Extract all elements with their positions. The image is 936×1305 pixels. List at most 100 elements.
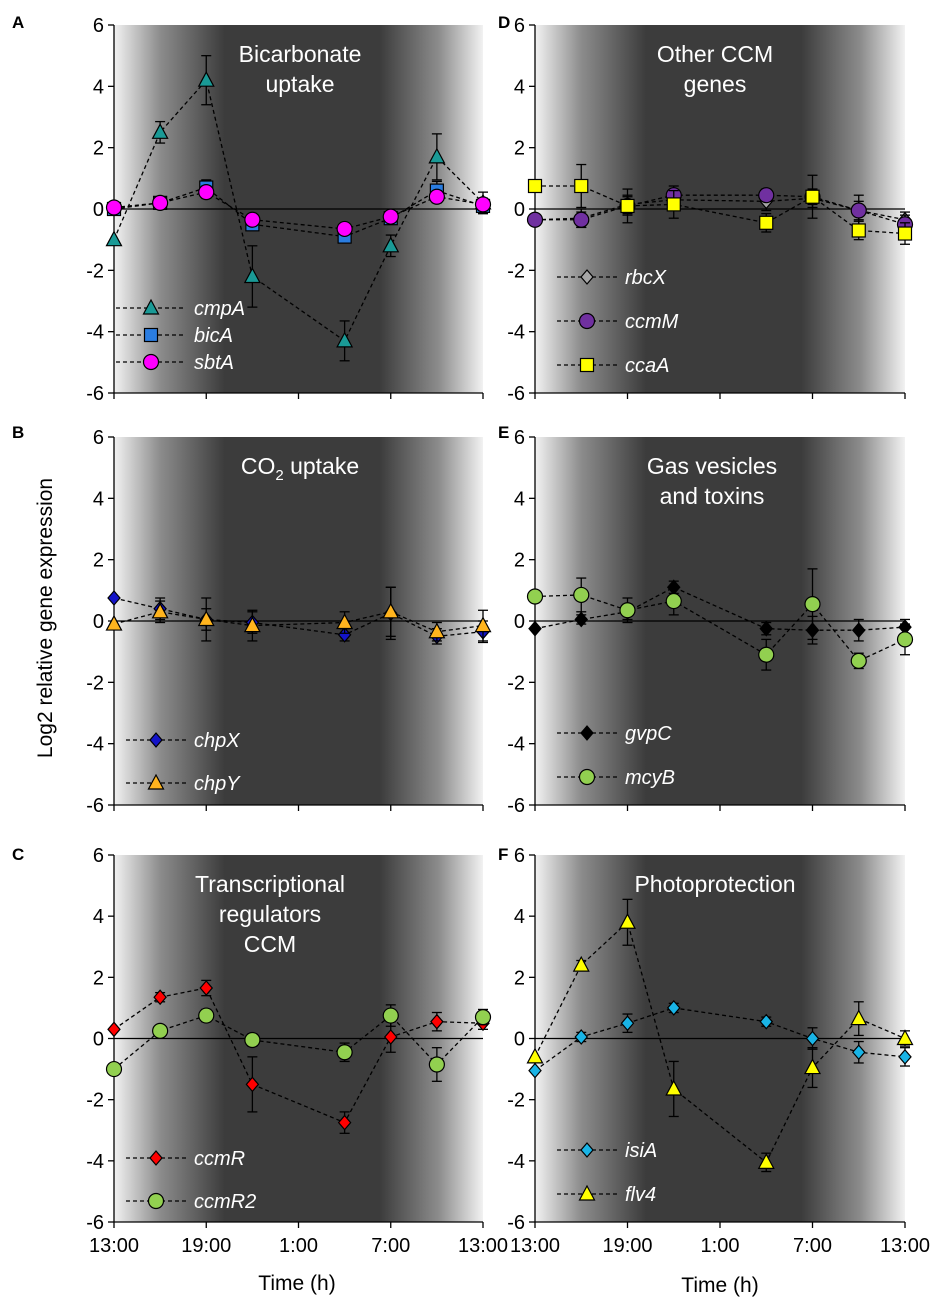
data-point-marker [851, 1044, 866, 1061]
y-tick-label: -6 [507, 795, 525, 817]
y-tick-label: -4 [507, 734, 525, 756]
data-point-marker [759, 1013, 774, 1030]
y-tick-label: 2 [514, 550, 525, 572]
panel-letter: C [12, 845, 24, 864]
y-tick-label: -2 [86, 260, 104, 282]
data-point-marker [337, 626, 352, 643]
legend-marker [149, 732, 163, 748]
x-tick-label: 19:00 [181, 1235, 231, 1257]
legend-entry-ccaa: ccaA [557, 355, 669, 377]
data-point-marker [618, 913, 637, 929]
data-point-marker [896, 1029, 914, 1046]
y-tick-label: 6 [93, 15, 104, 37]
data-point-marker [898, 1048, 912, 1065]
x-tick-label: 1:00 [701, 1235, 740, 1257]
legend-entry-flv4: flv4 [557, 1184, 656, 1206]
panel-title: Gas vesicles [647, 453, 777, 479]
data-point-marker [805, 1030, 820, 1047]
legend-label: bicA [194, 325, 233, 347]
y-tick-label: -6 [507, 1212, 525, 1234]
x-tick-label: 13:00 [510, 1235, 560, 1257]
data-point-marker [383, 1029, 398, 1045]
y-tick-label: -2 [507, 1090, 525, 1112]
legend-entry-sbta: sbtA [116, 352, 234, 374]
y-tick-label: -2 [86, 672, 104, 694]
data-point-marker [803, 1058, 822, 1075]
legend-label: chpY [194, 773, 241, 795]
data-point-marker [619, 602, 636, 619]
legend-marker [149, 1150, 163, 1166]
data-point-marker [850, 1009, 868, 1026]
data-point-marker [428, 1056, 445, 1073]
data-point-marker [666, 999, 681, 1016]
y-tick-label: 0 [514, 1029, 525, 1051]
legend-label: cmpA [194, 298, 245, 320]
legend-label: ccaA [625, 355, 669, 377]
y-tick-label: 2 [514, 138, 525, 160]
data-point-marker [474, 196, 492, 213]
legend-marker [147, 1192, 165, 1210]
data-point-marker [428, 622, 446, 639]
y-tick-label: 2 [93, 550, 104, 572]
data-point-marker [805, 189, 820, 204]
y-tick-label: 4 [93, 76, 104, 98]
series-line [534, 586, 906, 631]
data-point-marker [474, 616, 492, 633]
data-point-marker [107, 1021, 121, 1038]
y-tick-label: 6 [514, 845, 525, 867]
x-axis-label-left: Time (h) [258, 1272, 335, 1295]
x-tick-label: 13:00 [458, 1235, 508, 1257]
panel-letter: A [12, 13, 24, 32]
y-tick-label: -2 [507, 260, 525, 282]
panel-title: Other CCM [657, 41, 773, 67]
panel-title: CCM [244, 931, 296, 957]
data-point-marker [428, 147, 446, 164]
panel-title: regulators [219, 901, 321, 927]
panel-f: F -6 -4 -2 0 2 4 6 13:00 19:00 1:00 7:00 13:00 Photop… [498, 845, 930, 1257]
y-tick-label: -4 [86, 734, 104, 756]
data-point-marker [199, 980, 214, 996]
data-point-marker [851, 622, 866, 639]
series-ccaa [527, 163, 913, 245]
panel-letter: D [498, 13, 510, 32]
y-tick-label: -6 [507, 383, 525, 405]
data-point-marker [572, 955, 590, 972]
legend-entry-chpy: chpY [126, 773, 241, 795]
legend-entry-gvpc: gvpC [557, 723, 672, 745]
data-point-marker [620, 1015, 635, 1032]
y-tick-label: 0 [93, 199, 104, 221]
series-line [113, 78, 484, 342]
y-tick-label: 6 [514, 15, 525, 37]
data-point-marker [243, 267, 261, 284]
data-point-marker [666, 197, 681, 212]
data-point-marker [804, 596, 821, 613]
x-tick-label: 19:00 [602, 1235, 652, 1257]
data-point-marker [526, 588, 544, 605]
data-point-marker [851, 223, 866, 238]
data-point-marker [382, 602, 400, 619]
legend-marker [580, 1142, 594, 1158]
x-tick-label: 7:00 [371, 1235, 410, 1257]
y-tick-label: 0 [514, 611, 525, 633]
data-point-marker [574, 178, 589, 194]
data-point-marker [105, 1060, 123, 1078]
data-point-marker [243, 616, 261, 633]
y-tick-label: -6 [86, 795, 104, 817]
legend-marker [143, 327, 159, 343]
y-tick-label: 4 [514, 76, 525, 98]
data-point-marker [244, 211, 261, 228]
series-mcyb [526, 568, 914, 671]
y-tick-label: 0 [93, 611, 104, 633]
y-tick-label: 2 [514, 967, 525, 989]
y-tick-label: 6 [93, 845, 104, 867]
legend-label: ccmR2 [194, 1191, 256, 1213]
panel-title: genes [684, 71, 747, 97]
y-tick-label: -4 [86, 322, 104, 344]
data-point-marker [151, 602, 169, 619]
series-line [113, 191, 484, 230]
data-point-marker [620, 198, 635, 214]
legend-marker [579, 357, 595, 373]
y-tick-label: -2 [507, 672, 525, 694]
data-point-marker [382, 208, 399, 225]
